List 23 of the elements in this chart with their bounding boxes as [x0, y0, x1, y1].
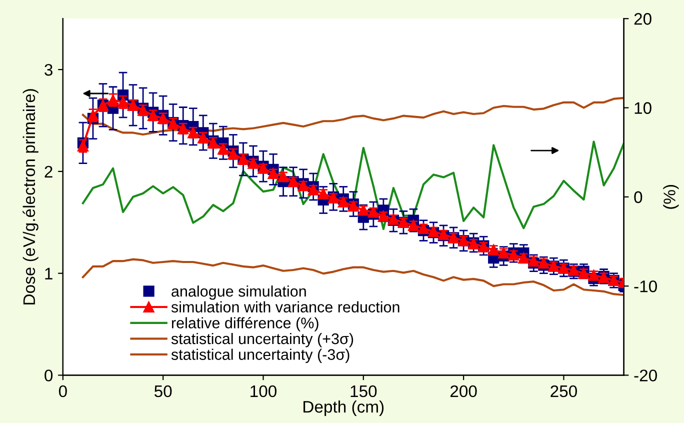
y-axis-title: Dose (eV/g.électron primaire): [22, 89, 38, 304]
y2-tick-label: -10: [634, 280, 657, 292]
y-tick-label: 2: [44, 166, 52, 178]
y-tick-label: 3: [44, 64, 52, 76]
y-tick-label: 1: [45, 268, 52, 280]
legend-label: analogue simulation: [172, 285, 306, 300]
x-tick-label: 150: [350, 385, 377, 398]
x-tick-label: 0: [58, 385, 67, 398]
legend-label: simulation with variance reduction: [171, 301, 400, 312]
y2-tick-label: 20: [634, 13, 652, 25]
legend-label: relative différence (%): [172, 317, 318, 332]
y2-tick-label: 10: [634, 102, 652, 114]
legend-label: statistical uncertainty (+3σ): [171, 332, 354, 348]
x-tick-label: 200: [450, 385, 477, 398]
y2-axis-title: (%): [663, 184, 679, 209]
y2-tick-label: 0: [634, 191, 642, 204]
y-tick-label: 0: [44, 370, 53, 382]
x-tick-label: 250: [550, 385, 577, 398]
y2-tick-label: -20: [634, 370, 657, 382]
x-tick-label: 100: [250, 385, 276, 398]
x-tick-label: 50: [154, 385, 172, 398]
x-axis-title: Depth (cm): [304, 400, 384, 416]
legend-label: statistical uncertainty (-3σ): [171, 348, 350, 363]
